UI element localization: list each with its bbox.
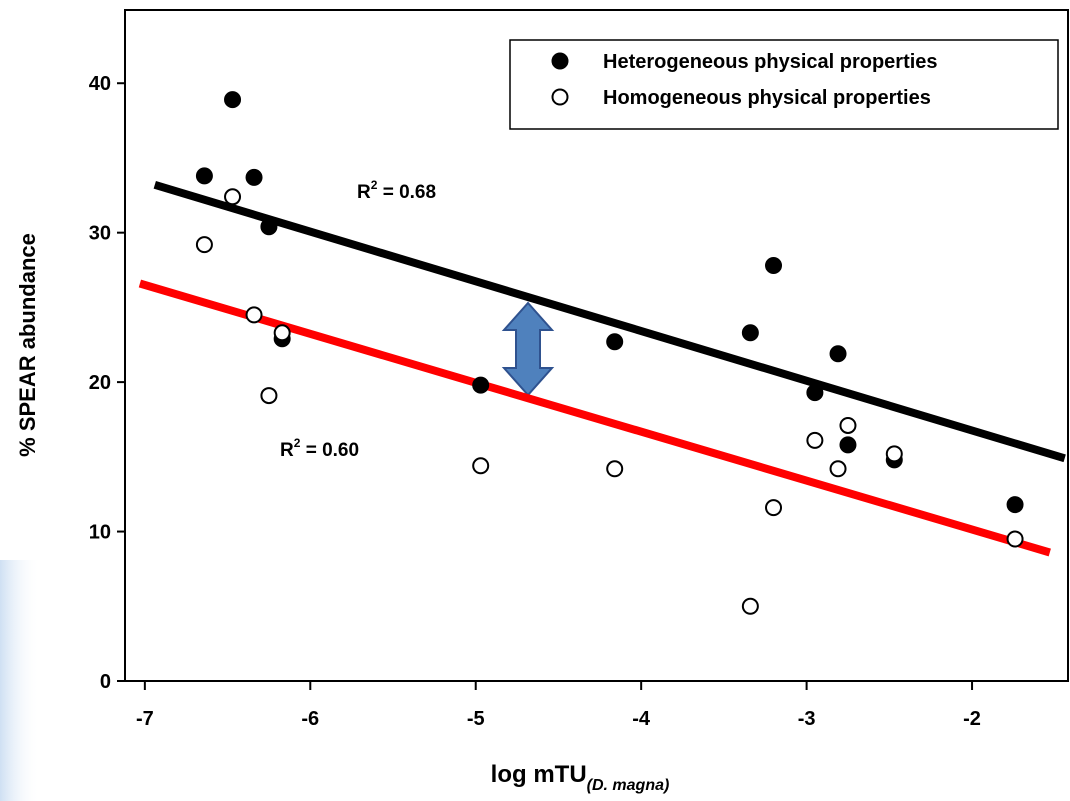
data-point: [260, 387, 278, 405]
r-squared-value: = 0.60: [300, 440, 359, 461]
fit-line: [153, 181, 1066, 463]
data-point: [741, 324, 759, 342]
data-point: [472, 457, 490, 475]
data-point: [245, 306, 263, 324]
data-point: [195, 167, 213, 185]
data-point: [806, 384, 824, 402]
data-point: [765, 257, 783, 275]
legend-label: Homogeneous physical properties: [603, 87, 931, 109]
data-point: [273, 324, 291, 342]
data-point: [829, 460, 847, 478]
data-point: [606, 333, 624, 351]
data-point: [245, 168, 263, 186]
y-tick-label: 30: [89, 223, 111, 245]
background-accent: [0, 560, 40, 801]
x-axis-label-main: log mTU: [491, 761, 587, 788]
y-tick-label: 20: [89, 372, 111, 394]
legend-label: Heterogeneous physical properties: [603, 51, 938, 73]
r-squared-symbol: R: [280, 440, 294, 461]
data-point: [765, 499, 783, 517]
x-tick-label: -2: [963, 708, 981, 730]
data-point: [472, 376, 490, 394]
legend: Heterogeneous physical properties Homogen…: [551, 51, 938, 109]
y-axis-label: % SPEAR abundance: [15, 233, 40, 457]
r-squared-value: = 0.68: [377, 182, 436, 203]
fit-line: [138, 279, 1051, 557]
data-point: [806, 431, 824, 449]
data-point: [606, 460, 624, 478]
data-point: [885, 445, 903, 463]
r-squared-superscript: 2: [294, 436, 301, 450]
data-point: [224, 91, 242, 109]
x-axis-label: log mTU(D. magna): [491, 761, 670, 794]
r-squared-superscript: 2: [371, 178, 378, 192]
legend-marker: [551, 52, 569, 70]
x-tick-label: -7: [136, 708, 154, 730]
r-squared-label: R2 = 0.60: [280, 436, 359, 461]
data-point: [195, 236, 213, 254]
data-point: [224, 188, 242, 206]
x-tick-label: -4: [632, 708, 651, 730]
legend-marker: [551, 88, 569, 106]
data-point: [1006, 530, 1024, 548]
legend-box: [509, 39, 1059, 130]
y-tick-label: 40: [89, 73, 111, 95]
x-axis-label-sub: (D. magna): [587, 777, 670, 794]
x-tick-label: -3: [798, 708, 816, 730]
y-tick-label: 10: [89, 522, 111, 544]
data-point: [839, 436, 857, 454]
r-squared-symbol: R: [357, 182, 371, 203]
r-squared-label: R2 = 0.68: [357, 178, 436, 203]
x-tick-label: -6: [301, 708, 319, 730]
data-point: [260, 218, 278, 236]
y-tick-label: 0: [100, 671, 111, 693]
data-point: [1006, 496, 1024, 514]
x-tick-label: -5: [467, 708, 485, 730]
data-point: [741, 597, 759, 615]
data-point: [829, 345, 847, 363]
data-point: [839, 416, 857, 434]
